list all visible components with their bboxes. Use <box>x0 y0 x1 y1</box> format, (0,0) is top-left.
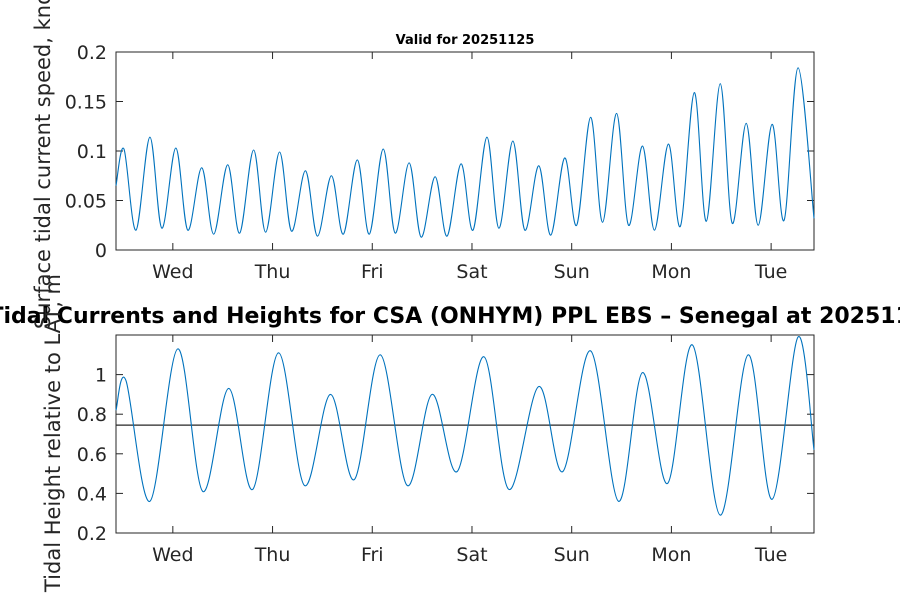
tidal-height-axes: Tidal Height relative to LAT, m 0.20.40.… <box>41 274 815 593</box>
current-speed-y-tick-label: 0.2 <box>77 42 107 64</box>
tidal-height-x-tick-label-thu: Thu <box>254 544 291 566</box>
current-speed-y-tick-label: 0.15 <box>65 92 107 114</box>
current-speed-chart-title: Valid for 20251125 <box>396 33 535 48</box>
current-speed-axes: Valid for 20251125 Surface tidal current… <box>31 0 815 329</box>
tidal-height-x-tick-label-sat: Sat <box>456 544 487 566</box>
current-speed-series-line <box>115 67 815 238</box>
tidal-height-y-tick-label: 0.6 <box>77 444 107 466</box>
tidal-height-y-tick-label: 0.8 <box>77 404 107 426</box>
tidal-height-y-tick-label: 1 <box>95 365 107 387</box>
current-speed-x-tick-label-wed: Wed <box>152 261 193 283</box>
tidal-height-x-tick-label-mon: Mon <box>651 544 691 566</box>
current-speed-y-tick-label: 0.05 <box>65 191 107 213</box>
current-speed-x-tick-label-sat: Sat <box>456 261 487 283</box>
tidal-height-ticks: 0.2 0.4 0.6 0.8 1 Wed Thu Fri Sat Sun Mon Tue <box>77 335 814 566</box>
tidal-height-x-tick-label-tue: Tue <box>754 544 787 566</box>
current-speed-x-tick-label-mon: Mon <box>651 261 691 283</box>
current-speed-y-tick-label: 0 <box>95 240 107 262</box>
current-speed-series-group <box>115 67 815 238</box>
tidal-height-y-tick-label: 0.4 <box>77 483 107 505</box>
current-speed-x-tick-label-thu: Thu <box>254 261 291 283</box>
tidal-height-x-tick-label-fri: Fri <box>361 544 384 566</box>
tidal-height-series-group <box>115 336 815 516</box>
current-speed-plot-area <box>115 51 815 251</box>
tidal-height-x-tick-label-wed: Wed <box>152 544 193 566</box>
current-speed-y-axis-label: Surface tidal current speed, knots <box>31 0 55 329</box>
current-speed-x-tick-label-sun: Sun <box>554 261 590 283</box>
tidal-height-y-tick-label: 0.2 <box>77 523 107 545</box>
current-speed-x-tick-label-tue: Tue <box>754 261 787 283</box>
figure-title: Tidal Currents and Heights for CSA (ONHY… <box>0 304 900 329</box>
tidal-height-series-line <box>115 336 815 516</box>
tidal-height-x-tick-label-sun: Sun <box>554 544 590 566</box>
tidal-height-plot-area <box>115 334 815 534</box>
current-speed-y-tick-label: 0.1 <box>77 141 107 163</box>
current-speed-x-tick-label-fri: Fri <box>361 261 384 283</box>
tidal-height-y-axis-label: Tidal Height relative to LAT, m <box>41 274 65 593</box>
current-speed-ticks: 0 0.05 0.1 0.15 0.2 Wed Thu Fri Sat Sun Mon Tue <box>65 42 814 283</box>
